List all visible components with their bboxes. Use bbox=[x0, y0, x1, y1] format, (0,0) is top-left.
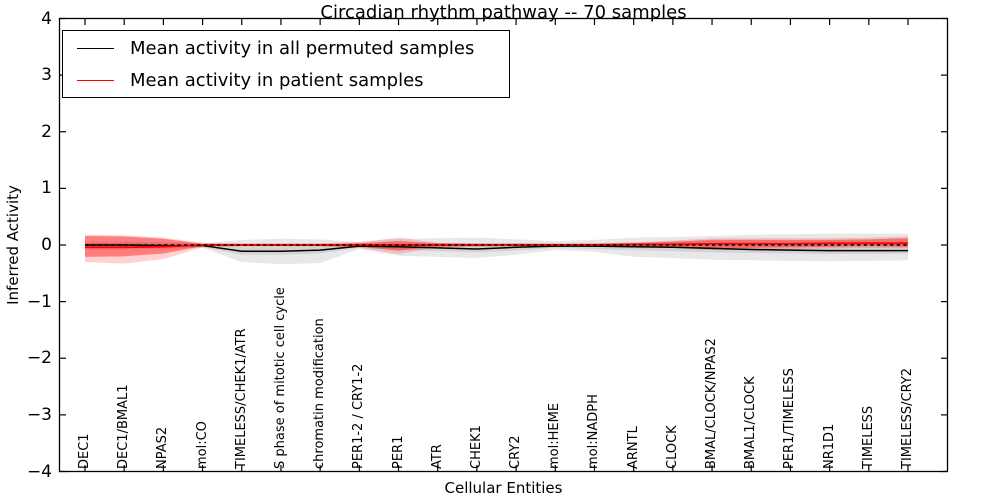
legend-item-0: Mean activity in all permuted samples bbox=[63, 33, 509, 63]
x-axis-label: Cellular Entities bbox=[444, 479, 563, 497]
x-category-label: CRY2 bbox=[508, 435, 524, 470]
y-tick-label: 0 bbox=[41, 235, 52, 255]
x-category-label: NR1D1 bbox=[821, 423, 837, 469]
patient-range-outer-band bbox=[85, 234, 908, 264]
y-tick-label: 2 bbox=[41, 121, 52, 142]
x-category-label: DEC1 bbox=[77, 433, 92, 469]
x-category-label: PER1/TIMELESS bbox=[782, 368, 798, 469]
y-tick-label: −3 bbox=[26, 404, 52, 425]
legend-line-sample bbox=[77, 47, 114, 49]
y-tick-label: −1 bbox=[26, 291, 52, 312]
x-category-label: PER1-2 / CRY1-2 bbox=[351, 363, 367, 469]
y-tick-label: 4 bbox=[41, 8, 52, 29]
x-category-label: TIMELESS/CRY2 bbox=[900, 367, 915, 469]
chart-title: Circadian rhythm pathway -- 70 samples bbox=[320, 2, 687, 23]
x-category-label: BMAL/CLOCK/NPAS2 bbox=[704, 338, 720, 469]
y-tick-label: −2 bbox=[26, 348, 52, 369]
legend: Mean activity in all permuted samples Mea… bbox=[62, 30, 510, 98]
x-category-label: NPAS2 bbox=[155, 426, 171, 469]
x-category-label: TIMELESS/CHEK1/ATR bbox=[233, 328, 249, 469]
legend-item-label: Mean activity in all permuted samples bbox=[130, 37, 475, 59]
y-tick-label: 3 bbox=[41, 65, 52, 86]
x-category-label: BMAL1/CLOCK bbox=[743, 376, 759, 469]
x-category-label: chromatin modification bbox=[312, 318, 328, 469]
legend-item-label: Mean activity in patient samples bbox=[130, 69, 424, 91]
legend-line-sample bbox=[77, 79, 114, 81]
y-tick-label: 1 bbox=[41, 178, 52, 199]
x-category-label: S phase of mitotic cell cycle bbox=[272, 287, 288, 469]
legend-item-1: Mean activity in patient samples bbox=[63, 65, 509, 95]
series-line-0 bbox=[85, 244, 908, 252]
x-category-label: CLOCK bbox=[664, 425, 680, 469]
x-category-label: PER1 bbox=[390, 435, 406, 469]
x-category-label: mol:CO bbox=[194, 421, 210, 469]
x-category-label: mol:NADPH bbox=[586, 394, 602, 469]
permuted-range-outer-band bbox=[85, 233, 908, 265]
x-category-label: CHEK1 bbox=[468, 425, 484, 469]
patient-range-inner-band bbox=[85, 235, 908, 257]
x-category-label: ARNTL bbox=[625, 426, 641, 469]
x-category-label: ATR bbox=[429, 444, 445, 469]
x-category-label: mol:HEME bbox=[547, 402, 563, 469]
x-category-label: TIMELESS bbox=[860, 405, 876, 469]
y-tick-label: −4 bbox=[26, 461, 52, 482]
x-category-label: DEC1/BMAL1 bbox=[116, 384, 132, 470]
